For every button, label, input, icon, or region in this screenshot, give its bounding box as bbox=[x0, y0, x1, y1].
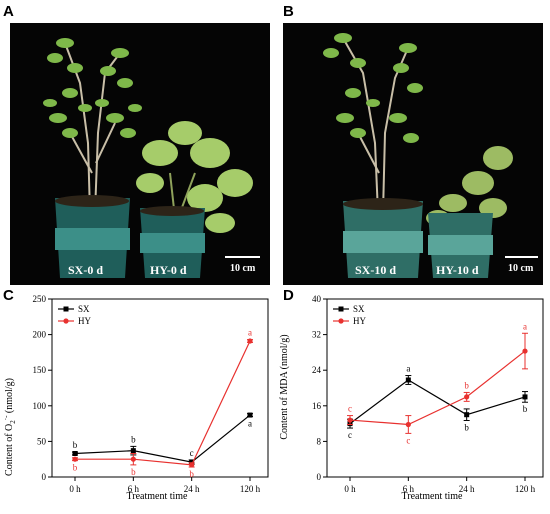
legend-marker bbox=[338, 306, 344, 312]
y-tick-label: 0 bbox=[317, 472, 322, 482]
legend-marker bbox=[63, 318, 69, 324]
panel-letter-c: C bbox=[3, 287, 14, 304]
data-point-sx bbox=[189, 459, 195, 465]
data-point-sx bbox=[464, 412, 470, 418]
series-line-hy bbox=[75, 340, 251, 466]
significance-letter: c bbox=[348, 430, 352, 440]
plant-label-hy-10d: HY-10 d bbox=[436, 263, 479, 277]
panel-letter-a: A bbox=[3, 3, 14, 20]
data-point-hy bbox=[72, 456, 78, 462]
scale-bar-label-b: 10 cm bbox=[508, 263, 534, 274]
significance-letter: b bbox=[73, 440, 78, 450]
plot-frame bbox=[51, 298, 269, 478]
significance-letter: b bbox=[189, 469, 194, 479]
significance-letter: a bbox=[406, 364, 410, 374]
data-point-hy bbox=[464, 394, 470, 400]
chart-superoxide: 0 50 100 150 200 250 0 h 6 h 24 h 120 h b b c a b b b a SX… bbox=[0, 287, 275, 509]
significance-letter: b bbox=[464, 422, 469, 432]
chart-d-svg: 0 8 16 24 32 40 0 h 6 h 24 h 120 h c a b b c c b a SX HY Tr… bbox=[279, 294, 544, 502]
y-tick-label: 50 bbox=[37, 436, 47, 446]
significance-letter: b bbox=[131, 434, 136, 444]
data-point-hy bbox=[347, 417, 353, 423]
y-tick-label: 40 bbox=[312, 294, 322, 304]
chart-c-xlabel: Treatment time bbox=[126, 491, 188, 502]
data-point-hy bbox=[247, 338, 253, 344]
x-tick-label: 24 h bbox=[184, 484, 200, 494]
panel-letter-d: D bbox=[283, 287, 294, 304]
data-point-sx bbox=[130, 448, 136, 454]
y-tick-label: 24 bbox=[312, 365, 322, 375]
plant-illustration-a bbox=[43, 38, 260, 278]
chart-c-svg: 0 50 100 150 200 250 0 h 6 h 24 h 120 h b b c a b b b a SX… bbox=[2, 294, 269, 502]
chart-d-ylabel: Content of MDA (nmol/g) bbox=[279, 334, 290, 439]
plant-illustration-b bbox=[323, 33, 538, 278]
data-point-hy bbox=[405, 421, 411, 428]
data-point-sx bbox=[522, 394, 528, 400]
y-tick-label: 250 bbox=[33, 294, 47, 304]
series-line-sx bbox=[74, 414, 251, 463]
chart-c-ylabel: Content of O2·- (nmol/g) bbox=[2, 378, 17, 476]
significance-letter: c bbox=[190, 448, 194, 458]
x-tick-label: 120 h bbox=[240, 484, 261, 494]
plot-frame bbox=[326, 298, 544, 478]
plant-label-sx-0d: SX-0 d bbox=[68, 263, 104, 277]
data-point-hy bbox=[130, 456, 136, 462]
significance-letter: c bbox=[348, 404, 352, 414]
x-tick-label: 6 h bbox=[403, 484, 415, 494]
chart-mda: 0 8 16 24 32 40 0 h 6 h 24 h 120 h c a b b c c b a SX HY Tr… bbox=[275, 287, 550, 509]
data-point-sx bbox=[247, 412, 253, 418]
data-point-sx bbox=[72, 451, 78, 457]
panel-letter-b: B bbox=[283, 3, 294, 20]
x-tick-label: 120 h bbox=[515, 484, 536, 494]
plant-label-sx-10d: SX-10 d bbox=[355, 263, 397, 277]
plant-photo-b: SX-10 d HY-10 d 10 cm bbox=[283, 23, 543, 285]
significance-letter: b bbox=[464, 380, 469, 390]
y-tick-label: 0 bbox=[42, 472, 47, 482]
significance-letter: b bbox=[131, 467, 136, 477]
scale-bar-label-a: 10 cm bbox=[230, 263, 256, 274]
legend-label: HY bbox=[78, 316, 91, 326]
y-tick-label: 32 bbox=[312, 330, 321, 340]
legend-marker bbox=[338, 318, 344, 324]
data-point-sx bbox=[405, 377, 411, 383]
data-point-hy bbox=[189, 462, 195, 468]
y-tick-label: 8 bbox=[317, 436, 322, 446]
series-line-hy bbox=[349, 350, 526, 426]
significance-letter: a bbox=[248, 418, 252, 428]
significance-letter: a bbox=[248, 328, 252, 338]
legend-marker bbox=[63, 306, 69, 312]
x-tick-label: 24 h bbox=[459, 484, 475, 494]
y-tick-label: 16 bbox=[312, 401, 322, 411]
series-line-sx bbox=[349, 379, 526, 425]
significance-letter: a bbox=[523, 321, 527, 331]
legend-label: HY bbox=[353, 316, 366, 326]
legend-label: SX bbox=[78, 304, 90, 314]
plant-label-hy-0d: HY-0 d bbox=[150, 263, 187, 277]
data-point-hy bbox=[522, 348, 528, 354]
legend-label: SX bbox=[353, 304, 365, 314]
y-tick-label: 150 bbox=[33, 365, 47, 375]
significance-letter: b bbox=[523, 404, 528, 414]
significance-letter: c bbox=[406, 435, 410, 445]
plant-photo-a: SX-0 d HY-0 d 10 cm bbox=[10, 23, 270, 285]
x-tick-label: 0 h bbox=[344, 484, 356, 494]
y-tick-label: 200 bbox=[33, 330, 47, 340]
chart-d-xlabel: Treatment time bbox=[401, 491, 463, 502]
significance-letter: b bbox=[73, 463, 78, 473]
y-tick-label: 100 bbox=[33, 401, 47, 411]
x-tick-label: 6 h bbox=[128, 484, 140, 494]
x-tick-label: 0 h bbox=[69, 484, 81, 494]
